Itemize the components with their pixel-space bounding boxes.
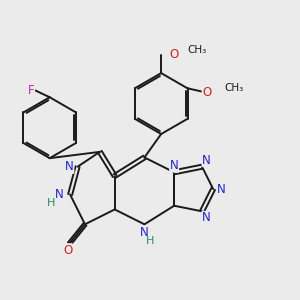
Text: N: N bbox=[202, 154, 211, 166]
Text: H: H bbox=[146, 236, 154, 246]
Text: N: N bbox=[55, 188, 64, 201]
Text: CH₃: CH₃ bbox=[225, 82, 244, 93]
Text: O: O bbox=[63, 244, 72, 257]
Text: CH₃: CH₃ bbox=[187, 45, 206, 55]
Text: F: F bbox=[28, 84, 34, 97]
Text: N: N bbox=[202, 212, 211, 224]
Text: N: N bbox=[140, 226, 149, 239]
Text: H: H bbox=[47, 198, 56, 208]
Text: O: O bbox=[202, 85, 212, 98]
Text: O: O bbox=[169, 48, 179, 61]
Text: N: N bbox=[217, 182, 226, 196]
Text: N: N bbox=[65, 160, 74, 173]
Text: N: N bbox=[170, 159, 178, 172]
